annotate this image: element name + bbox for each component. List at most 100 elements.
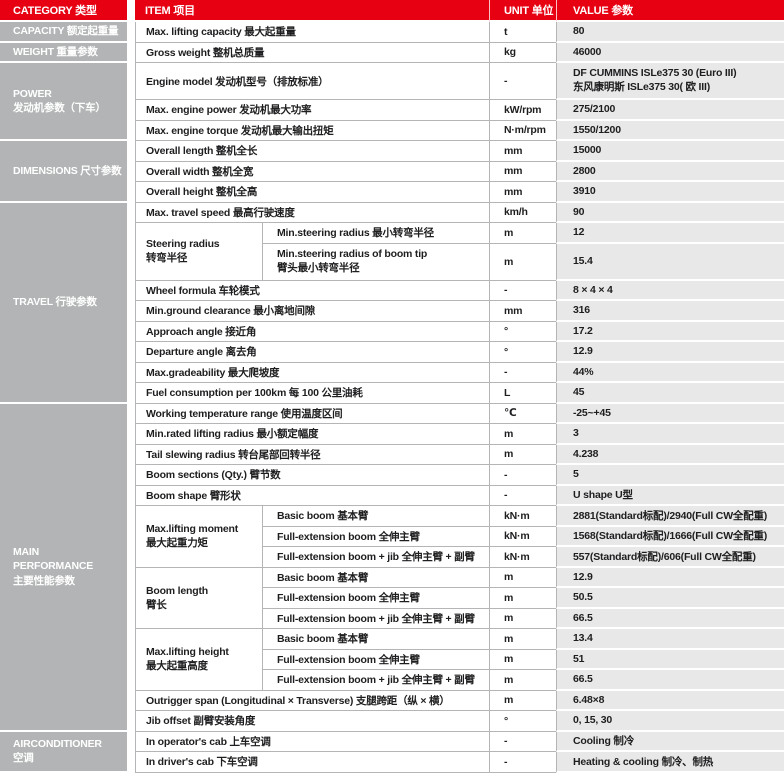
- unit-cell: L: [489, 383, 556, 404]
- category-cell: AIRCONDITIONER 空调: [0, 731, 127, 771]
- sub-item-cell: Full-extension boom 全伸主臂: [263, 526, 489, 547]
- unit-cell: -: [489, 465, 556, 486]
- item-cell: Outrigger span (Longitudinal × Transvers…: [135, 690, 489, 711]
- unit-cell: kg: [489, 42, 556, 63]
- item-cell: Overall length 整机全长: [135, 141, 489, 162]
- value-cell: 15000: [556, 141, 784, 162]
- item-cell: Working temperature range 使用温度区间: [135, 403, 489, 424]
- unit-cell: m: [489, 243, 556, 281]
- item-cell: Engine model 发动机型号（排放标准）: [135, 63, 489, 100]
- value-cell: 12.9: [556, 342, 784, 363]
- unit-cell: kN·m: [489, 506, 556, 527]
- item-cell: Overall height 整机全高: [135, 182, 489, 203]
- unit-cell: m: [489, 444, 556, 465]
- group-label-cell: Boom length 臂长: [135, 567, 263, 629]
- unit-cell: -: [489, 280, 556, 301]
- item-cell: Departure angle 离去角: [135, 342, 489, 363]
- unit-cell: mm: [489, 182, 556, 203]
- item-column-header: ITEM 项目: [135, 0, 489, 22]
- unit-cell: t: [489, 22, 556, 43]
- unit-cell: m: [489, 649, 556, 670]
- item-cell: Min.rated lifting radius 最小额定幅度: [135, 424, 489, 445]
- sub-item-cell: Full-extension boom 全伸主臂: [263, 588, 489, 609]
- value-cell: 66.5: [556, 670, 784, 691]
- sub-item-cell: Basic boom 基本臂: [263, 567, 489, 588]
- item-cell: Boom shape 臂形状: [135, 485, 489, 506]
- value-cell: 316: [556, 301, 784, 322]
- unit-cell: -: [489, 63, 556, 100]
- sub-item-cell: Full-extension boom + jib 全伸主臂 + 副臂: [263, 670, 489, 691]
- value-cell: 3910: [556, 182, 784, 203]
- unit-cell: m: [489, 588, 556, 609]
- sub-item-cell: Min.steering radius of boom tip 臂头最小转弯半径: [263, 243, 489, 281]
- unit-cell: -: [489, 485, 556, 506]
- item-cell: Max.gradeability 最大爬坡度: [135, 362, 489, 383]
- item-cell: In driver's cab 下车空调: [135, 752, 489, 773]
- unit-cell: °: [489, 321, 556, 342]
- item-cell: Jib offset 副臂安装角度: [135, 711, 489, 732]
- unit-cell: m: [489, 690, 556, 711]
- value-cell: 44%: [556, 362, 784, 383]
- group-label-cell: Steering radius 转弯半径: [135, 223, 263, 281]
- value-cell: 1550/1200: [556, 120, 784, 141]
- unit-cell: mm: [489, 301, 556, 322]
- value-cell: 90: [556, 202, 784, 223]
- category-column-header: CATEGORY 类型: [0, 0, 127, 22]
- sub-item-cell: Full-extension boom + jib 全伸主臂 + 副臂: [263, 547, 489, 568]
- value-cell: 15.4: [556, 243, 784, 281]
- group-label-cell: Max.lifting height 最大起重高度: [135, 629, 263, 691]
- value-cell: 80: [556, 22, 784, 43]
- sub-item-cell: Basic boom 基本臂: [263, 629, 489, 650]
- value-cell: 12: [556, 223, 784, 244]
- unit-cell: ℃: [489, 403, 556, 424]
- value-cell: Cooling 制冷: [556, 731, 784, 752]
- value-cell: 46000: [556, 42, 784, 63]
- value-cell: 0, 15, 30: [556, 711, 784, 732]
- sub-item-cell: Full-extension boom + jib 全伸主臂 + 副臂: [263, 608, 489, 629]
- category-cell: POWER 发动机参数（下车）: [0, 63, 127, 139]
- unit-cell: m: [489, 424, 556, 445]
- value-cell: 557(Standard标配)/606(Full CW全配重): [556, 547, 784, 568]
- sub-item-cell: Full-extension boom 全伸主臂: [263, 649, 489, 670]
- category-cell: TRAVEL 行驶参数: [0, 202, 127, 402]
- item-cell: Max. engine torque 发动机最大输出扭矩: [135, 120, 489, 141]
- value-cell: 13.4: [556, 629, 784, 650]
- item-cell: Gross weight 整机总质量: [135, 42, 489, 63]
- value-cell: U shape U型: [556, 485, 784, 506]
- unit-cell: km/h: [489, 202, 556, 223]
- value-column-header: VALUE 参数: [556, 0, 784, 22]
- item-cell: Max. engine power 发动机最大功率: [135, 100, 489, 121]
- unit-cell: N·m/rpm: [489, 120, 556, 141]
- category-cell: DIMENSIONS 尺寸参数: [0, 141, 127, 201]
- sub-item-cell: Basic boom 基本臂: [263, 506, 489, 527]
- value-cell: 5: [556, 465, 784, 486]
- unit-cell: m: [489, 223, 556, 244]
- item-cell: Max. lifting capacity 最大起重量: [135, 22, 489, 43]
- value-cell: 4.238: [556, 444, 784, 465]
- unit-cell: m: [489, 670, 556, 691]
- value-cell: 2800: [556, 161, 784, 182]
- item-cell: Fuel consumption per 100km 每 100 公里油耗: [135, 383, 489, 404]
- value-cell: 50.5: [556, 588, 784, 609]
- value-cell: 2881(Standard标配)/2940(Full CW全配重): [556, 506, 784, 527]
- value-cell: 51: [556, 649, 784, 670]
- value-cell: 3: [556, 424, 784, 445]
- unit-cell: kN·m: [489, 547, 556, 568]
- item-cell: Wheel formula 车轮模式: [135, 280, 489, 301]
- sub-item-cell: Min.steering radius 最小转弯半径: [263, 223, 489, 244]
- item-cell: Min.ground clearance 最小离地间隙: [135, 301, 489, 322]
- unit-cell: -: [489, 731, 556, 752]
- value-cell: Heating & cooling 制冷、制热: [556, 752, 784, 773]
- unit-cell: -: [489, 362, 556, 383]
- unit-cell: mm: [489, 141, 556, 162]
- item-cell: Max. travel speed 最高行驶速度: [135, 202, 489, 223]
- unit-cell: m: [489, 629, 556, 650]
- item-cell: In operator's cab 上车空调: [135, 731, 489, 752]
- item-cell: Approach angle 接近角: [135, 321, 489, 342]
- unit-cell: -: [489, 752, 556, 773]
- value-cell: 275/2100: [556, 100, 784, 121]
- category-cell: MAIN PERFORMANCE 主要性能参数: [0, 403, 127, 730]
- unit-column-header: UNIT 单位: [489, 0, 556, 22]
- value-cell: -25~+45: [556, 403, 784, 424]
